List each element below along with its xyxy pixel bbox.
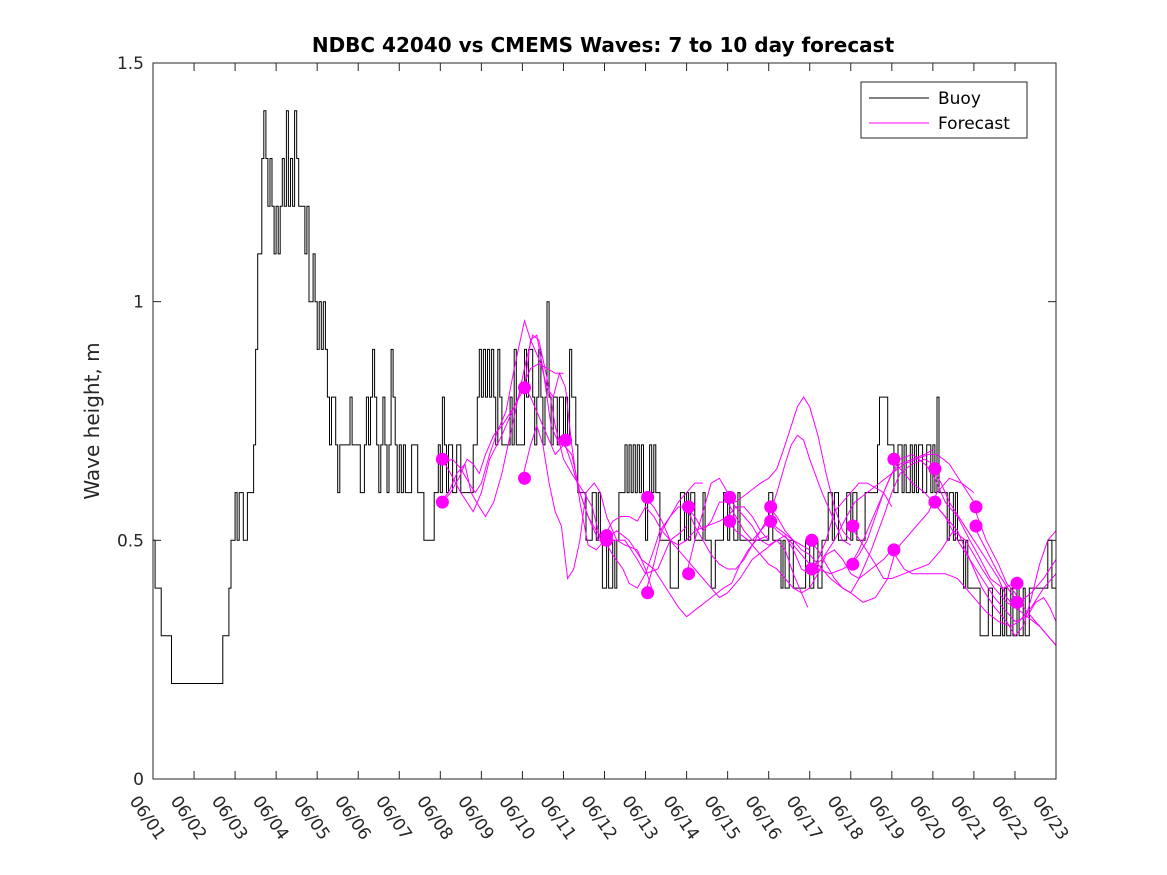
forecast-start-point-2 <box>435 495 449 509</box>
forecast-start-point-13 <box>723 514 737 528</box>
legend-buoy-label: Buoy <box>938 89 981 109</box>
forecast-start-point-4 <box>518 471 531 485</box>
plot-area <box>153 110 1056 684</box>
series-forecast-line-1 <box>441 363 564 513</box>
forecast-start-point-12 <box>723 490 737 504</box>
forecast-start-point-10 <box>682 500 696 514</box>
legend: Buoy Forecast <box>860 81 1028 139</box>
forecast-start-point-27 <box>1010 595 1024 609</box>
forecast-start-point-16 <box>805 533 819 547</box>
series-forecast-line-8 <box>604 530 769 618</box>
series-forecast-line-10 <box>645 497 809 608</box>
forecast-start-point-7 <box>600 533 614 547</box>
forecast-start-point-21 <box>887 543 901 557</box>
forecast-start-point-14 <box>764 500 778 514</box>
forecast-start-point-5 <box>559 433 572 447</box>
forecast-start-point-3 <box>518 381 531 395</box>
y-tick-label: 0.5 <box>117 531 144 551</box>
series-forecast-line-7 <box>563 439 703 589</box>
forecast-start-point-15 <box>764 514 778 528</box>
forecast-start-point-26 <box>1010 576 1024 590</box>
forecast-start-point-8 <box>641 490 655 504</box>
forecast-start-point-23 <box>928 495 942 509</box>
series-forecast-line-9 <box>604 506 770 546</box>
forecast-start-point-20 <box>887 452 901 466</box>
series-buoy-line <box>153 110 1056 684</box>
series-forecast-line-12 <box>686 396 852 574</box>
series-forecast-line-20 <box>850 525 1016 608</box>
forecast-start-point-1 <box>435 452 449 466</box>
y-tick-label: 0 <box>133 770 144 790</box>
series-forecast-line-5 <box>521 424 653 589</box>
forecast-start-point-18 <box>846 519 860 533</box>
y-tick-label: 1.5 <box>117 54 144 74</box>
series-forecast-line-6 <box>524 334 687 575</box>
chart-title: NDBC 42040 vs CMEMS Waves: 7 to 10 day f… <box>312 33 895 57</box>
series-forecast-line-25 <box>932 501 1056 623</box>
forecast-start-point-11 <box>682 567 696 581</box>
legend-forecast-label: Forecast <box>938 114 1010 134</box>
series-forecast-line-23 <box>891 549 1056 627</box>
forecast-start-point-17 <box>805 562 819 576</box>
forecast-start-point-19 <box>846 557 860 571</box>
series-forecast-line-26 <box>973 506 1056 646</box>
forecast-start-point-24 <box>969 500 983 514</box>
forecast-start-point-22 <box>928 462 942 476</box>
y-tick-label: 1 <box>133 293 144 313</box>
forecast-start-point-25 <box>969 519 983 533</box>
y-axis-label: Wave height, m <box>80 342 104 499</box>
series-forecast-line-22 <box>891 458 1056 637</box>
legend-box <box>860 81 1028 139</box>
forecast-start-point-9 <box>641 586 655 600</box>
